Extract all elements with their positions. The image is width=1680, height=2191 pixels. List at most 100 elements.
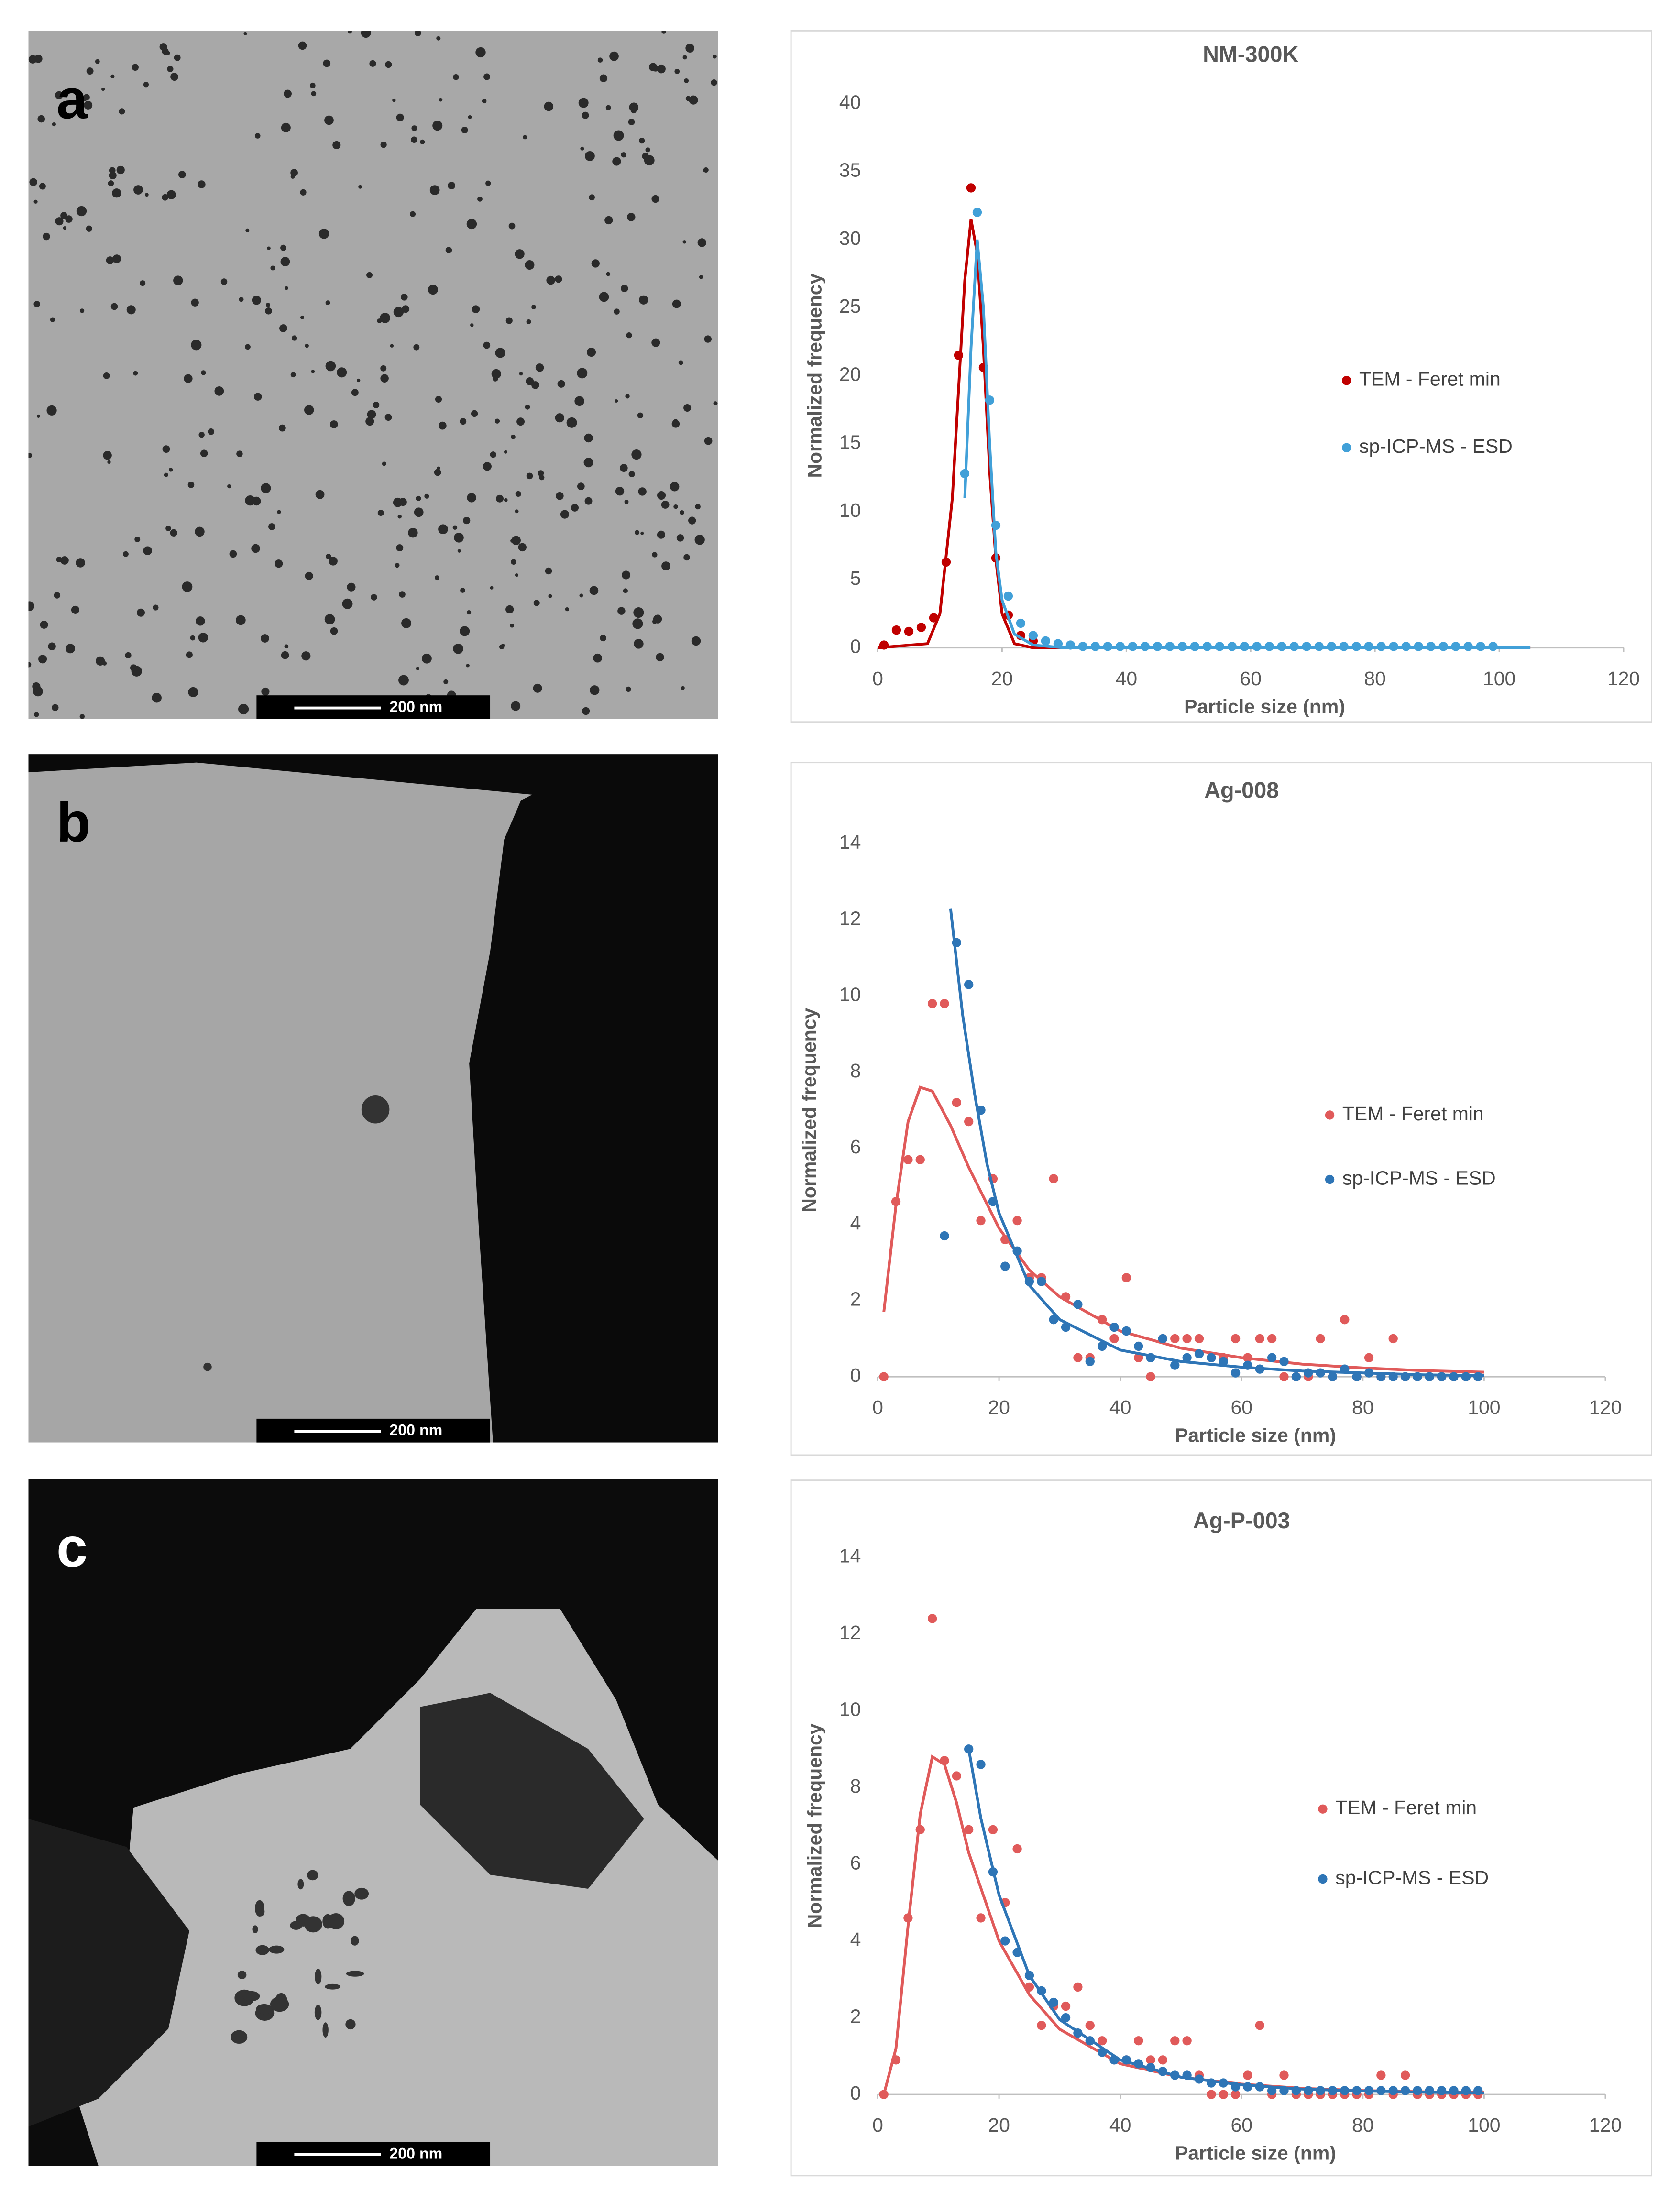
data-point [1115, 642, 1125, 651]
particle [593, 653, 602, 663]
legend-marker [1325, 1174, 1335, 1184]
data-point [952, 938, 961, 948]
data-point [1230, 1334, 1241, 1344]
particle [198, 180, 206, 188]
data-point [1134, 1353, 1143, 1362]
particle [680, 510, 684, 515]
particle [697, 238, 706, 247]
dark-region [420, 1693, 644, 1889]
data-point [1121, 1273, 1131, 1282]
data-point [1215, 642, 1224, 651]
particle [435, 395, 442, 403]
particle [424, 493, 429, 499]
data-point [1170, 2036, 1180, 2046]
data-point [1437, 2086, 1447, 2095]
particle [123, 551, 129, 557]
particle [52, 704, 59, 711]
particle [170, 529, 177, 537]
particle [475, 47, 486, 58]
particle [380, 142, 387, 148]
particle [638, 487, 647, 496]
particle [290, 1921, 302, 1930]
particle [125, 652, 132, 659]
particle [589, 194, 595, 201]
particle [347, 582, 356, 592]
data-point [1364, 1353, 1374, 1362]
particle [428, 285, 438, 295]
particle [96, 656, 105, 666]
particle [314, 2005, 322, 2020]
particle [590, 685, 600, 695]
data-point [966, 183, 976, 193]
particle [254, 393, 262, 401]
data-point [1049, 1997, 1058, 2007]
particle [76, 206, 87, 217]
data-point [952, 1771, 961, 1781]
data-point [1230, 2082, 1241, 2092]
particle [538, 470, 544, 477]
particle [681, 686, 685, 690]
legend-label: TEM - Feret min [1342, 1103, 1484, 1125]
particle [436, 36, 441, 41]
data-point [1078, 642, 1088, 651]
particle [511, 701, 521, 711]
data-point [941, 557, 951, 567]
y-tick-label: 0 [850, 1364, 861, 1386]
particle [578, 98, 589, 108]
particle [661, 31, 666, 34]
particle [531, 381, 539, 389]
particle [505, 605, 514, 614]
particle [109, 171, 117, 179]
particle [190, 635, 196, 641]
particle [325, 1983, 341, 1990]
particle [615, 487, 625, 496]
particle [290, 169, 298, 177]
particle [624, 500, 629, 504]
scale-bar-label: 200 nm [389, 2145, 442, 2162]
panel-label: a [56, 67, 88, 130]
data-point [976, 1106, 986, 1115]
particle [132, 64, 139, 71]
particle [52, 122, 56, 127]
data-point [1049, 1174, 1058, 1183]
particle [555, 413, 565, 423]
particle [515, 491, 521, 497]
particle [556, 492, 564, 500]
particle [439, 98, 443, 102]
x-tick-label: 80 [1352, 2114, 1374, 2136]
particle [416, 495, 421, 501]
data-point [1255, 2082, 1264, 2092]
particle [382, 461, 386, 466]
data-point [1037, 1277, 1046, 1286]
data-point [1109, 1334, 1119, 1344]
particle [545, 567, 552, 575]
chart-title: Ag-008 [1204, 778, 1279, 802]
particle [626, 332, 632, 339]
particle [466, 664, 470, 668]
particle [651, 338, 660, 347]
data-point [1352, 1372, 1362, 1381]
particle [623, 588, 628, 593]
data-point [1061, 1322, 1071, 1332]
particle [483, 462, 492, 471]
data-point [976, 1913, 986, 1923]
particle [511, 536, 521, 546]
particle [526, 472, 533, 480]
particle [143, 546, 152, 555]
particle [133, 371, 138, 376]
particle [535, 363, 544, 372]
particle [452, 525, 458, 530]
particle [318, 229, 329, 239]
particle [685, 44, 694, 53]
data-point [1449, 1372, 1459, 1381]
data-point [1037, 2020, 1046, 2030]
particle [515, 249, 525, 259]
particle [510, 624, 514, 628]
particle [614, 308, 620, 315]
particle [515, 509, 519, 514]
x-tick-label: 120 [1589, 1396, 1622, 1418]
data-point [1109, 1322, 1119, 1332]
data-point [1264, 642, 1274, 651]
particle [625, 394, 630, 399]
data-point [1364, 2086, 1374, 2095]
